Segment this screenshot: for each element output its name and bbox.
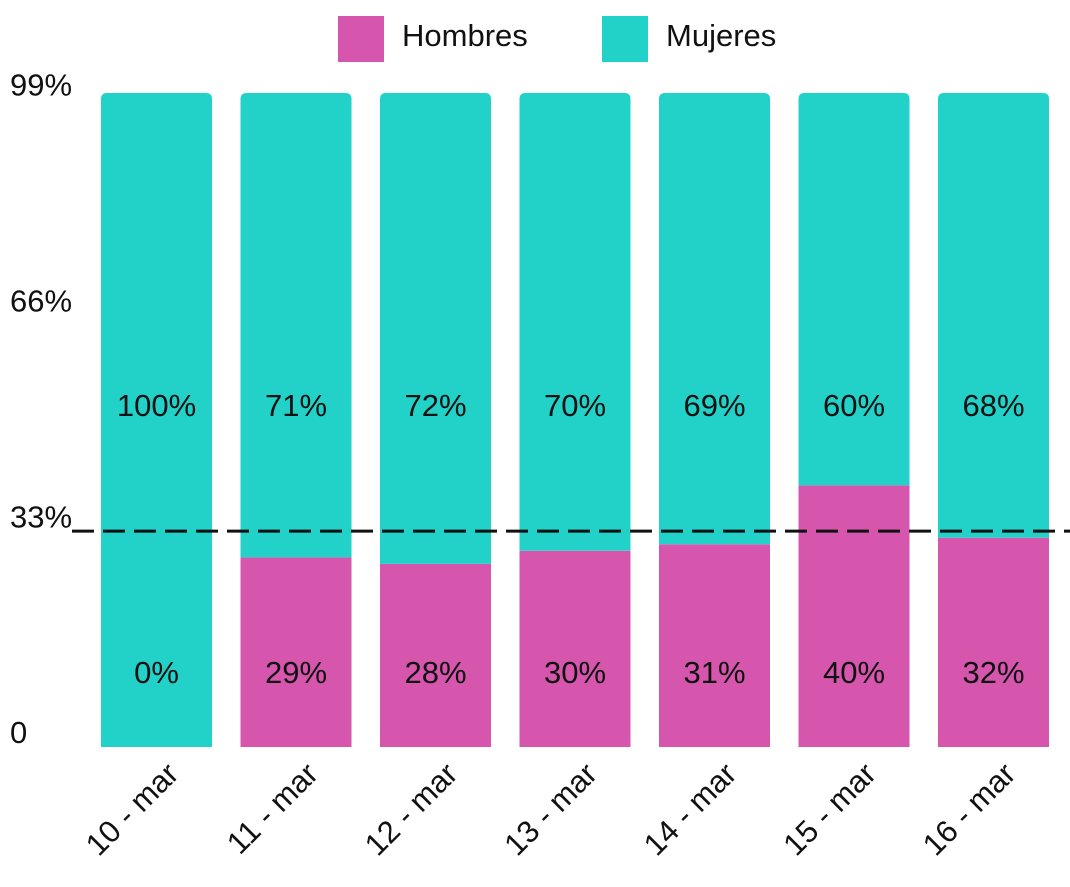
data-label: 72% [404,388,466,423]
data-label: 100% [117,388,196,423]
data-label: 68% [962,388,1024,423]
data-label: 31% [683,655,745,690]
bar-segment [659,93,770,545]
x-tick-label: 16 - mar [916,756,1022,862]
x-tick-label: 13 - mar [497,756,603,862]
bar-segment [101,93,212,747]
data-label: 70% [544,388,606,423]
data-label: 71% [265,388,327,423]
bar-segment [659,544,770,747]
data-label: 69% [683,388,745,423]
data-label: 28% [404,655,466,690]
data-label: 60% [823,388,885,423]
x-tick-label: 11 - mar [220,756,325,861]
x-tick-label: 14 - mar [637,756,743,862]
y-tick-label: 0 [10,715,27,750]
legend-swatch [338,16,384,62]
legend-swatch [602,16,648,62]
y-tick-label: 33% [10,499,72,534]
bar-segment [240,557,352,747]
data-label: 0% [134,655,179,690]
bar-segment [519,550,631,747]
bar-segment [519,93,631,551]
bar-segment [798,93,910,486]
bar-segment [938,93,1049,538]
bar-segment [380,563,491,747]
y-tick-label: 99% [10,68,72,103]
x-tick-label: 12 - mar [358,756,464,862]
y-tick-label: 66% [10,284,72,319]
x-tick-label: 10 - mar [79,756,185,862]
legend-label: Hombres [402,18,528,53]
data-label: 32% [962,655,1024,690]
data-label: 30% [544,655,606,690]
legend-label: Mujeres [666,18,776,53]
bar-segment [240,93,352,558]
bar-segment [798,485,910,747]
x-tick-label: 15 - mar [776,756,882,862]
data-label: 29% [265,655,327,690]
bar-segment [938,537,1049,747]
data-label: 40% [823,655,885,690]
bar-segment [380,93,491,564]
